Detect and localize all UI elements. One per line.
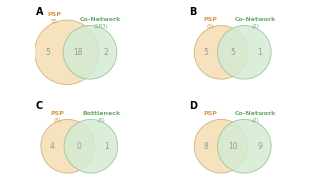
- Text: (2): (2): [251, 118, 259, 123]
- Text: D: D: [189, 101, 197, 111]
- Text: 8: 8: [203, 142, 208, 151]
- Text: 1: 1: [104, 142, 109, 151]
- Text: 5: 5: [203, 48, 208, 57]
- Text: (183): (183): [93, 24, 108, 29]
- Text: 18: 18: [74, 48, 83, 57]
- Circle shape: [194, 25, 248, 79]
- Text: 9: 9: [257, 142, 262, 151]
- Circle shape: [41, 119, 95, 173]
- Text: PSP: PSP: [203, 17, 217, 22]
- Text: 0: 0: [77, 142, 82, 151]
- Text: PSP: PSP: [203, 111, 217, 116]
- Text: 2: 2: [103, 48, 108, 57]
- Text: 5: 5: [230, 48, 235, 57]
- Text: 55: 55: [51, 19, 57, 24]
- Text: Co-Network: Co-Network: [80, 17, 121, 22]
- Text: (5): (5): [207, 24, 214, 29]
- Circle shape: [64, 119, 118, 173]
- Circle shape: [217, 25, 271, 79]
- Circle shape: [217, 119, 271, 173]
- Text: PSP: PSP: [50, 111, 64, 116]
- Circle shape: [63, 25, 117, 79]
- Text: (5): (5): [98, 118, 105, 123]
- Text: Co-Network: Co-Network: [234, 17, 276, 22]
- Text: Bottleneck: Bottleneck: [83, 111, 121, 116]
- Text: 4: 4: [50, 142, 55, 151]
- Text: A: A: [36, 7, 43, 17]
- Circle shape: [194, 119, 248, 173]
- Text: 5: 5: [46, 48, 51, 57]
- Text: Co-Network: Co-Network: [234, 111, 276, 116]
- Circle shape: [35, 20, 99, 85]
- Text: PSP: PSP: [47, 12, 61, 17]
- Text: 10: 10: [228, 142, 237, 151]
- Text: B: B: [189, 7, 196, 17]
- Text: C: C: [36, 101, 43, 111]
- Text: (2): (2): [251, 24, 259, 29]
- Text: 1: 1: [257, 48, 262, 57]
- Text: (5): (5): [53, 118, 61, 123]
